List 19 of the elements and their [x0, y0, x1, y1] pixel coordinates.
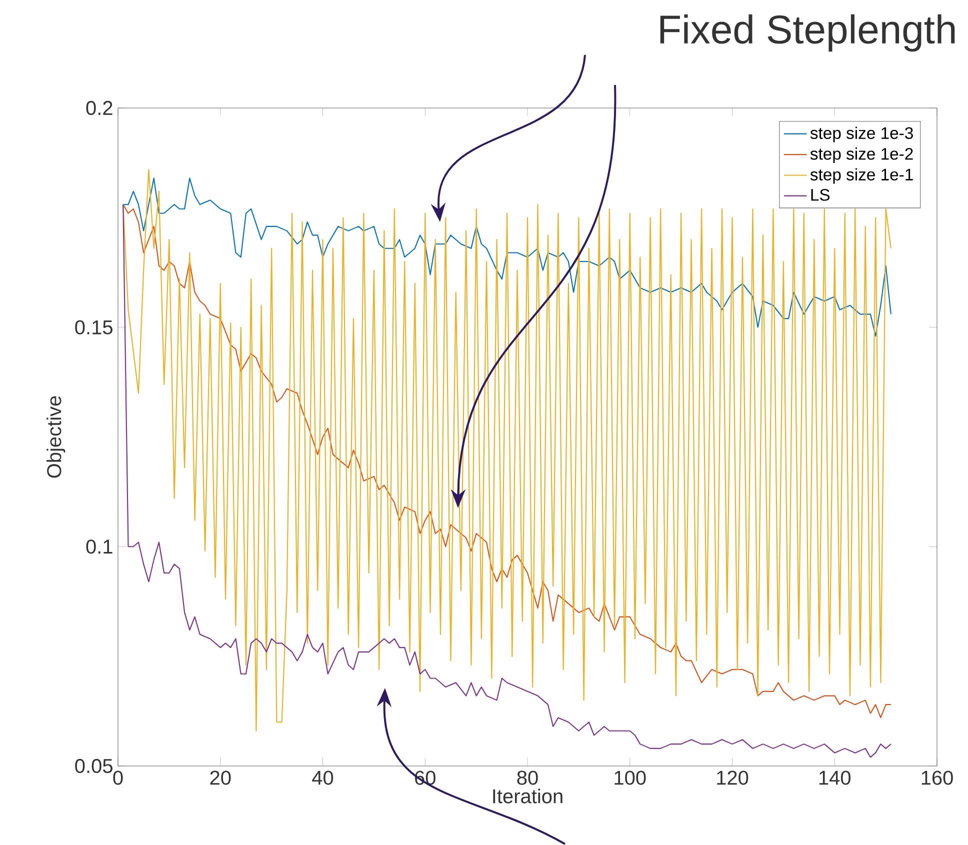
- legend-label: LS: [811, 188, 830, 201]
- x-tick-label: 120: [717, 770, 748, 785]
- y-tick-label: 0.1: [86, 540, 112, 554]
- legend-label: step size 1e-2: [810, 147, 913, 164]
- y-tick-label: 0.15: [75, 320, 112, 334]
- text: Fixed Steplength: [660, 14, 955, 52]
- x-axis-title: Iteration: [493, 788, 562, 804]
- y-axis-title: Objective: [46, 396, 66, 478]
- x-tick-label: 160: [922, 770, 953, 785]
- x-tick-label: 40: [312, 770, 334, 785]
- y-tick-label: 0.2: [86, 100, 112, 116]
- x-tick-label: 80: [517, 770, 538, 785]
- legend-label: step size 1e-3: [810, 126, 913, 142]
- legend-label: step size 1e-1: [810, 168, 913, 184]
- x-tick-label: 20: [210, 770, 231, 785]
- x-tick-label: 0: [113, 770, 123, 785]
- x-tick-label: 100: [614, 770, 646, 785]
- y-tick-label: 0.05: [75, 758, 112, 774]
- x-tick-label: 140: [819, 770, 851, 785]
